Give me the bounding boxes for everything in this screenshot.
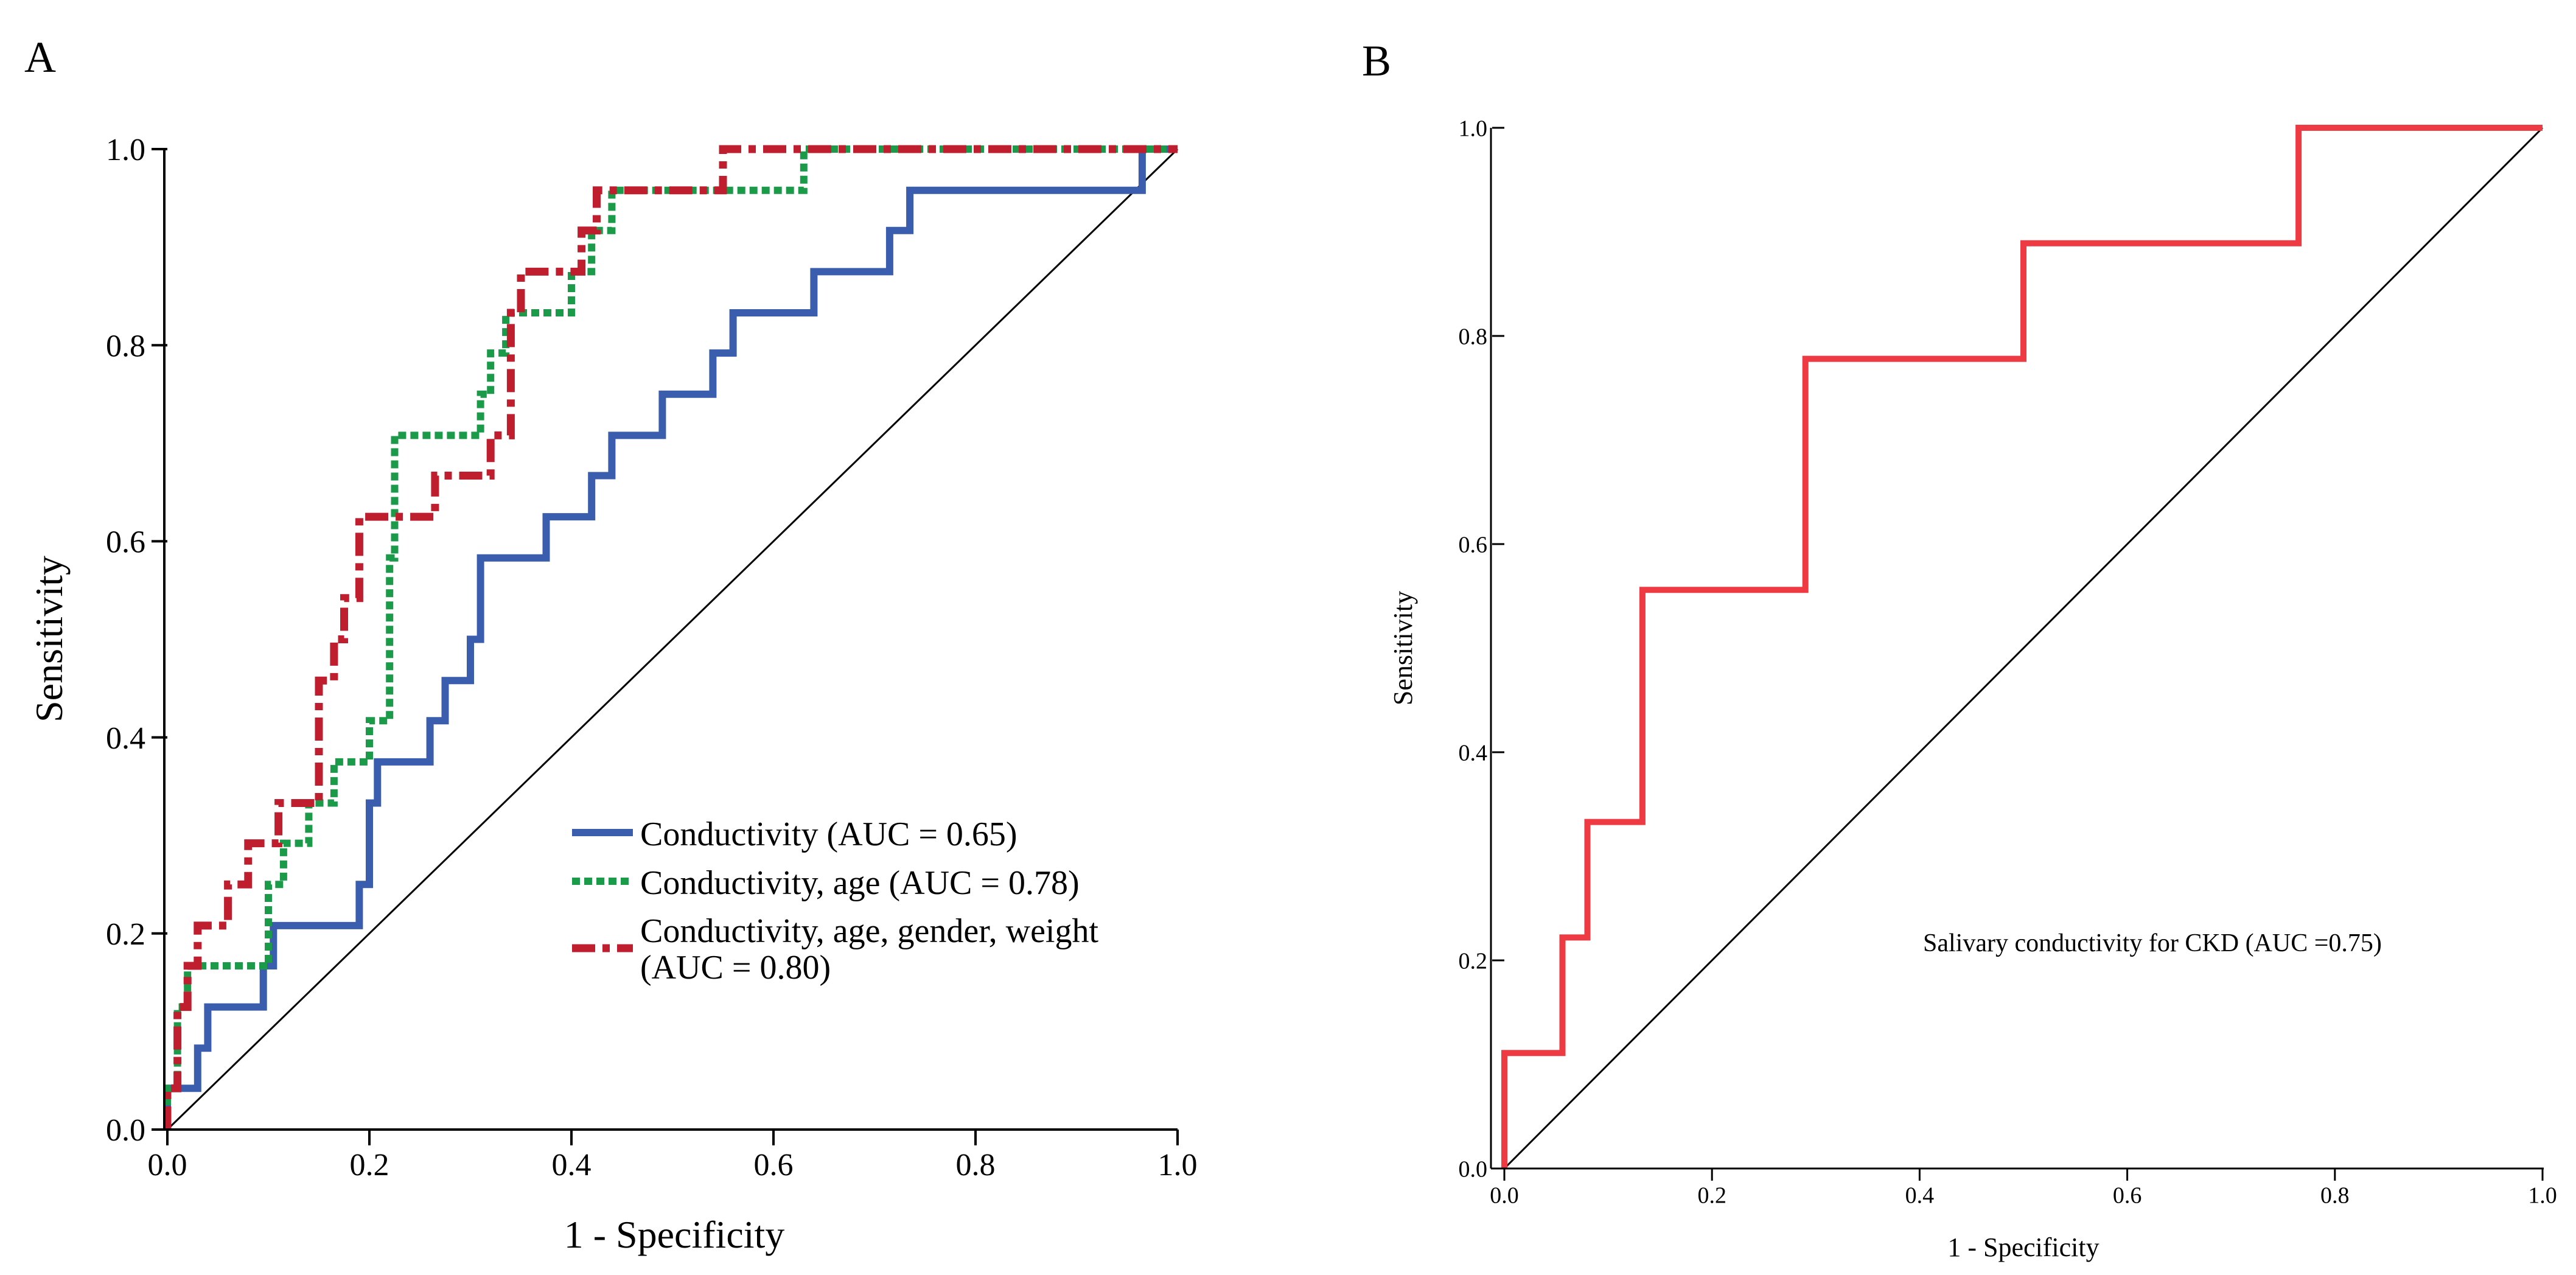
panel-a-roc-curve-conductivity-age-gender-weight <box>163 145 1178 1130</box>
b-x-tick-label: 0.0 <box>1490 1183 1519 1209</box>
a-y-tick-label: 0.6 <box>106 525 145 560</box>
panel-b-label: B <box>1362 37 1391 85</box>
a-x-tick-label: 0.8 <box>956 1148 996 1182</box>
panel-a-legend: Conductivity (AUC = 0.65) Conductivity, … <box>572 816 1098 987</box>
legend-item-conductivity-age-gender-weight: Conductivity, age, gender, weight (AUC =… <box>572 912 1098 987</box>
panel-a-plot-area <box>163 145 1179 1131</box>
panel-b-axes: 0.0 0.2 0.4 0.6 0.8 1.0 0.0 0.2 0.4 0.6 0.8 1.0 <box>1459 116 2557 1208</box>
panel-a-axes: 0.0 0.2 0.4 0.6 0.8 1.0 0.0 0.2 0.4 0.6 0.8 1.0 <box>106 133 1198 1182</box>
a-y-tick-label: 0.2 <box>106 917 145 952</box>
panel-b-plot-area <box>1501 125 2544 1170</box>
panel-b-y-axis-label: Sensitivity <box>1388 591 1418 705</box>
a-x-tick-label: 0.4 <box>552 1148 592 1182</box>
a-y-tick-label: 0.4 <box>106 721 145 756</box>
a-x-tick-label: 0.0 <box>148 1148 187 1182</box>
legend-label-conductivity: Conductivity (AUC = 0.65) <box>640 816 1017 853</box>
panel-a-y-axis-label: Sensitivity <box>27 556 71 722</box>
a-x-tick-label: 0.2 <box>350 1148 389 1182</box>
b-y-tick-label: 1.0 <box>1459 116 1488 141</box>
b-y-tick-label: 0.6 <box>1459 532 1488 557</box>
b-x-tick-label: 0.2 <box>1697 1183 1726 1209</box>
legend-label-conductivity-age: Conductivity, age (AUC = 0.78) <box>640 864 1080 902</box>
panel-a-x-ticks: 0.0 0.2 0.4 0.6 0.8 1.0 <box>148 1130 1198 1182</box>
panel-b-y-ticks: 0.0 0.2 0.4 0.6 0.8 1.0 <box>1459 116 1504 1182</box>
panel-a-roc-chart: A 0.0 0.2 0.4 0.6 0.8 1.0 0.0 0.2 0.4 0.6 0.8 1.0 … <box>24 33 1198 1256</box>
panel-b-x-ticks: 0.0 0.2 0.4 0.6 0.8 1.0 <box>1490 1168 2557 1209</box>
panel-a-y-ticks: 0.0 0.2 0.4 0.6 0.8 1.0 <box>106 133 167 1148</box>
a-x-tick-label: 0.6 <box>754 1148 794 1182</box>
b-x-tick-label: 0.6 <box>2113 1183 2142 1209</box>
legend-item-conductivity: Conductivity (AUC = 0.65) <box>572 816 1017 853</box>
panel-b-x-axis-label: 1 - Specificity <box>1947 1232 2099 1262</box>
b-y-tick-label: 0.4 <box>1459 740 1488 766</box>
legend-label-conductivity-age-gender-weight-line2: (AUC = 0.80) <box>640 949 831 987</box>
b-y-tick-label: 0.8 <box>1459 324 1488 349</box>
panel-b-annotation: Salivary conductivity for CKD (AUC =0.75… <box>1923 929 2382 957</box>
a-y-tick-label: 0.8 <box>106 329 145 363</box>
panel-a-roc-curve-conductivity-age <box>164 145 1178 1130</box>
b-x-tick-label: 1.0 <box>2528 1183 2557 1209</box>
legend-label-conductivity-age-gender-weight-line1: Conductivity, age, gender, weight <box>640 912 1098 950</box>
b-x-tick-label: 0.4 <box>1905 1183 1935 1209</box>
legend-item-conductivity-age: Conductivity, age (AUC = 0.78) <box>572 864 1080 902</box>
panel-a-x-axis-label: 1 - Specificity <box>564 1213 785 1256</box>
a-y-tick-label: 1.0 <box>106 133 145 167</box>
panel-b-roc-chart: B 0.0 0.2 0.4 0.6 0.8 1.0 0.0 0.2 0.4 0.6 0.8 1.0 … <box>1362 37 2557 1262</box>
panel-a-label: A <box>24 33 56 82</box>
panel-b-reference-diagonal <box>1503 127 2544 1170</box>
panel-b-roc-curve-salivary-conductivity <box>1501 125 2543 1168</box>
b-x-tick-label: 0.8 <box>2320 1183 2350 1209</box>
b-y-tick-label: 0.0 <box>1459 1156 1488 1182</box>
panel-a-reference-diagonal <box>166 148 1179 1131</box>
a-y-tick-label: 0.0 <box>106 1113 145 1148</box>
a-x-tick-label: 1.0 <box>1158 1148 1198 1182</box>
b-y-tick-label: 0.2 <box>1459 948 1488 974</box>
